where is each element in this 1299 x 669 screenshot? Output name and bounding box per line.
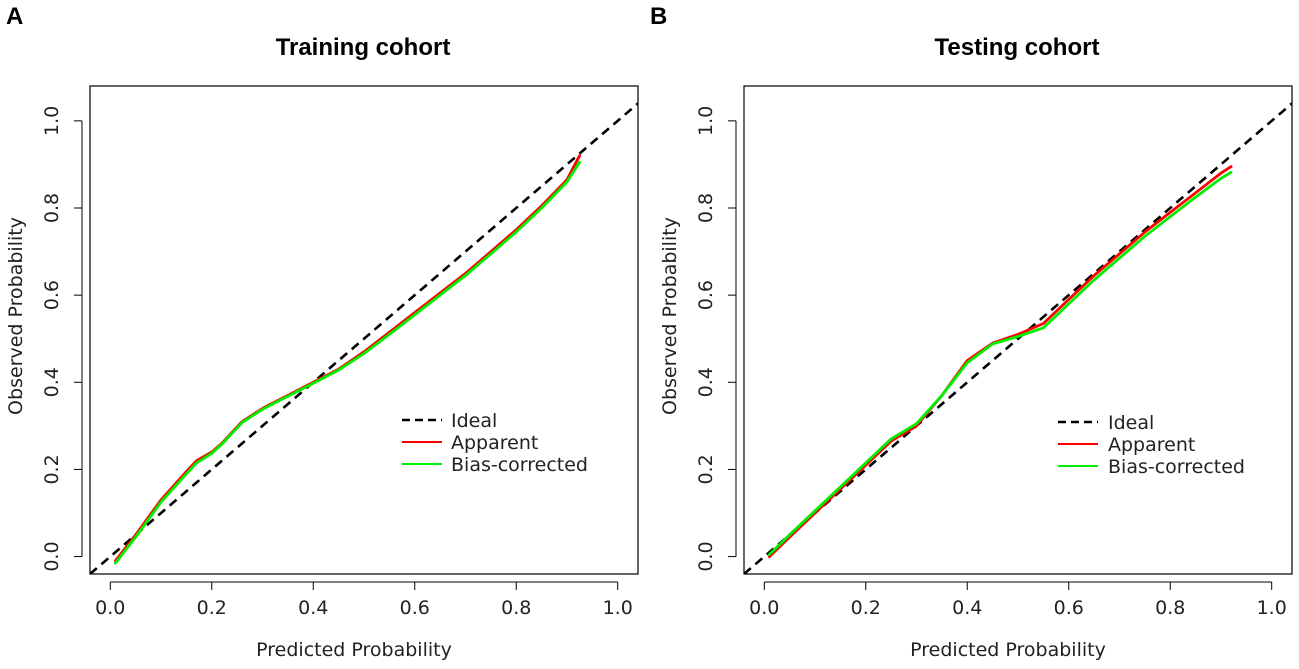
series-line-apparent <box>768 165 1233 558</box>
y-tick-label: 0.8 <box>695 193 717 223</box>
x-tick-label: 0.4 <box>298 597 328 619</box>
chart-panel-a: A Training cohort 0.0 0.2 0.4 0.6 0.8 1.0 0.0 0.2… <box>5 3 639 661</box>
y-tick-label: 1.0 <box>695 106 717 136</box>
y-tick-label: 0.0 <box>695 541 717 571</box>
legend-entry: Bias-corrected <box>1108 456 1245 478</box>
x-tick-label: 0.6 <box>1054 597 1084 619</box>
plot-frame <box>89 85 639 575</box>
y-tick-label: 0.2 <box>695 454 717 484</box>
y-tick-label: 0.6 <box>695 280 717 310</box>
legend-entry: Bias-corrected <box>451 454 588 476</box>
chart-title: Training cohort <box>276 34 451 61</box>
x-tick-label: 1.0 <box>1257 597 1287 619</box>
series-line-ideal <box>90 102 638 574</box>
x-axis-label: Predicted Probability <box>256 639 452 661</box>
x-tick-label: 0.8 <box>1155 597 1185 619</box>
x-tick-label: 0.6 <box>400 597 430 619</box>
y-tick-label: 0.4 <box>695 367 717 397</box>
x-tick-label: 0.0 <box>95 597 125 619</box>
legend-entry: Apparent <box>451 432 538 454</box>
y-tick-label: 0.2 <box>41 454 63 484</box>
chart-panel-b: B Testing cohort 0.0 0.2 0.4 0.6 0.8 1.0 0.0 0.2 0… <box>650 3 1293 661</box>
legend-entry: Ideal <box>1108 412 1154 434</box>
x-axis-label: Predicted Probability <box>910 639 1106 661</box>
x-tick-label: 0.2 <box>197 597 227 619</box>
x-tick-label: 0.8 <box>501 597 531 619</box>
x-tick-label: 1.0 <box>603 597 633 619</box>
y-axis-label: Observed Probability <box>5 217 27 415</box>
y-tick-label: 0.0 <box>41 541 63 571</box>
y-axis-label: Observed Probability <box>659 217 681 415</box>
series-line-apparent <box>114 154 581 563</box>
y-tick-label: 0.4 <box>41 367 63 397</box>
panel-letter: B <box>650 3 667 30</box>
x-tick-label: 0.4 <box>952 597 982 619</box>
series-line-bias-corrected <box>768 170 1233 556</box>
y-tick-label: 0.8 <box>41 193 63 223</box>
y-tick-label: 0.6 <box>41 280 63 310</box>
panel-letter: A <box>6 3 23 30</box>
legend-entry: Ideal <box>451 410 497 432</box>
y-tick-label: 1.0 <box>41 106 63 136</box>
x-tick-label: 0.0 <box>749 597 779 619</box>
series-line-bias-corrected <box>114 160 581 565</box>
legend-entry: Apparent <box>1108 434 1195 456</box>
plot-frame <box>743 85 1293 575</box>
x-tick-label: 0.2 <box>851 597 881 619</box>
chart-title: Testing cohort <box>935 34 1100 61</box>
